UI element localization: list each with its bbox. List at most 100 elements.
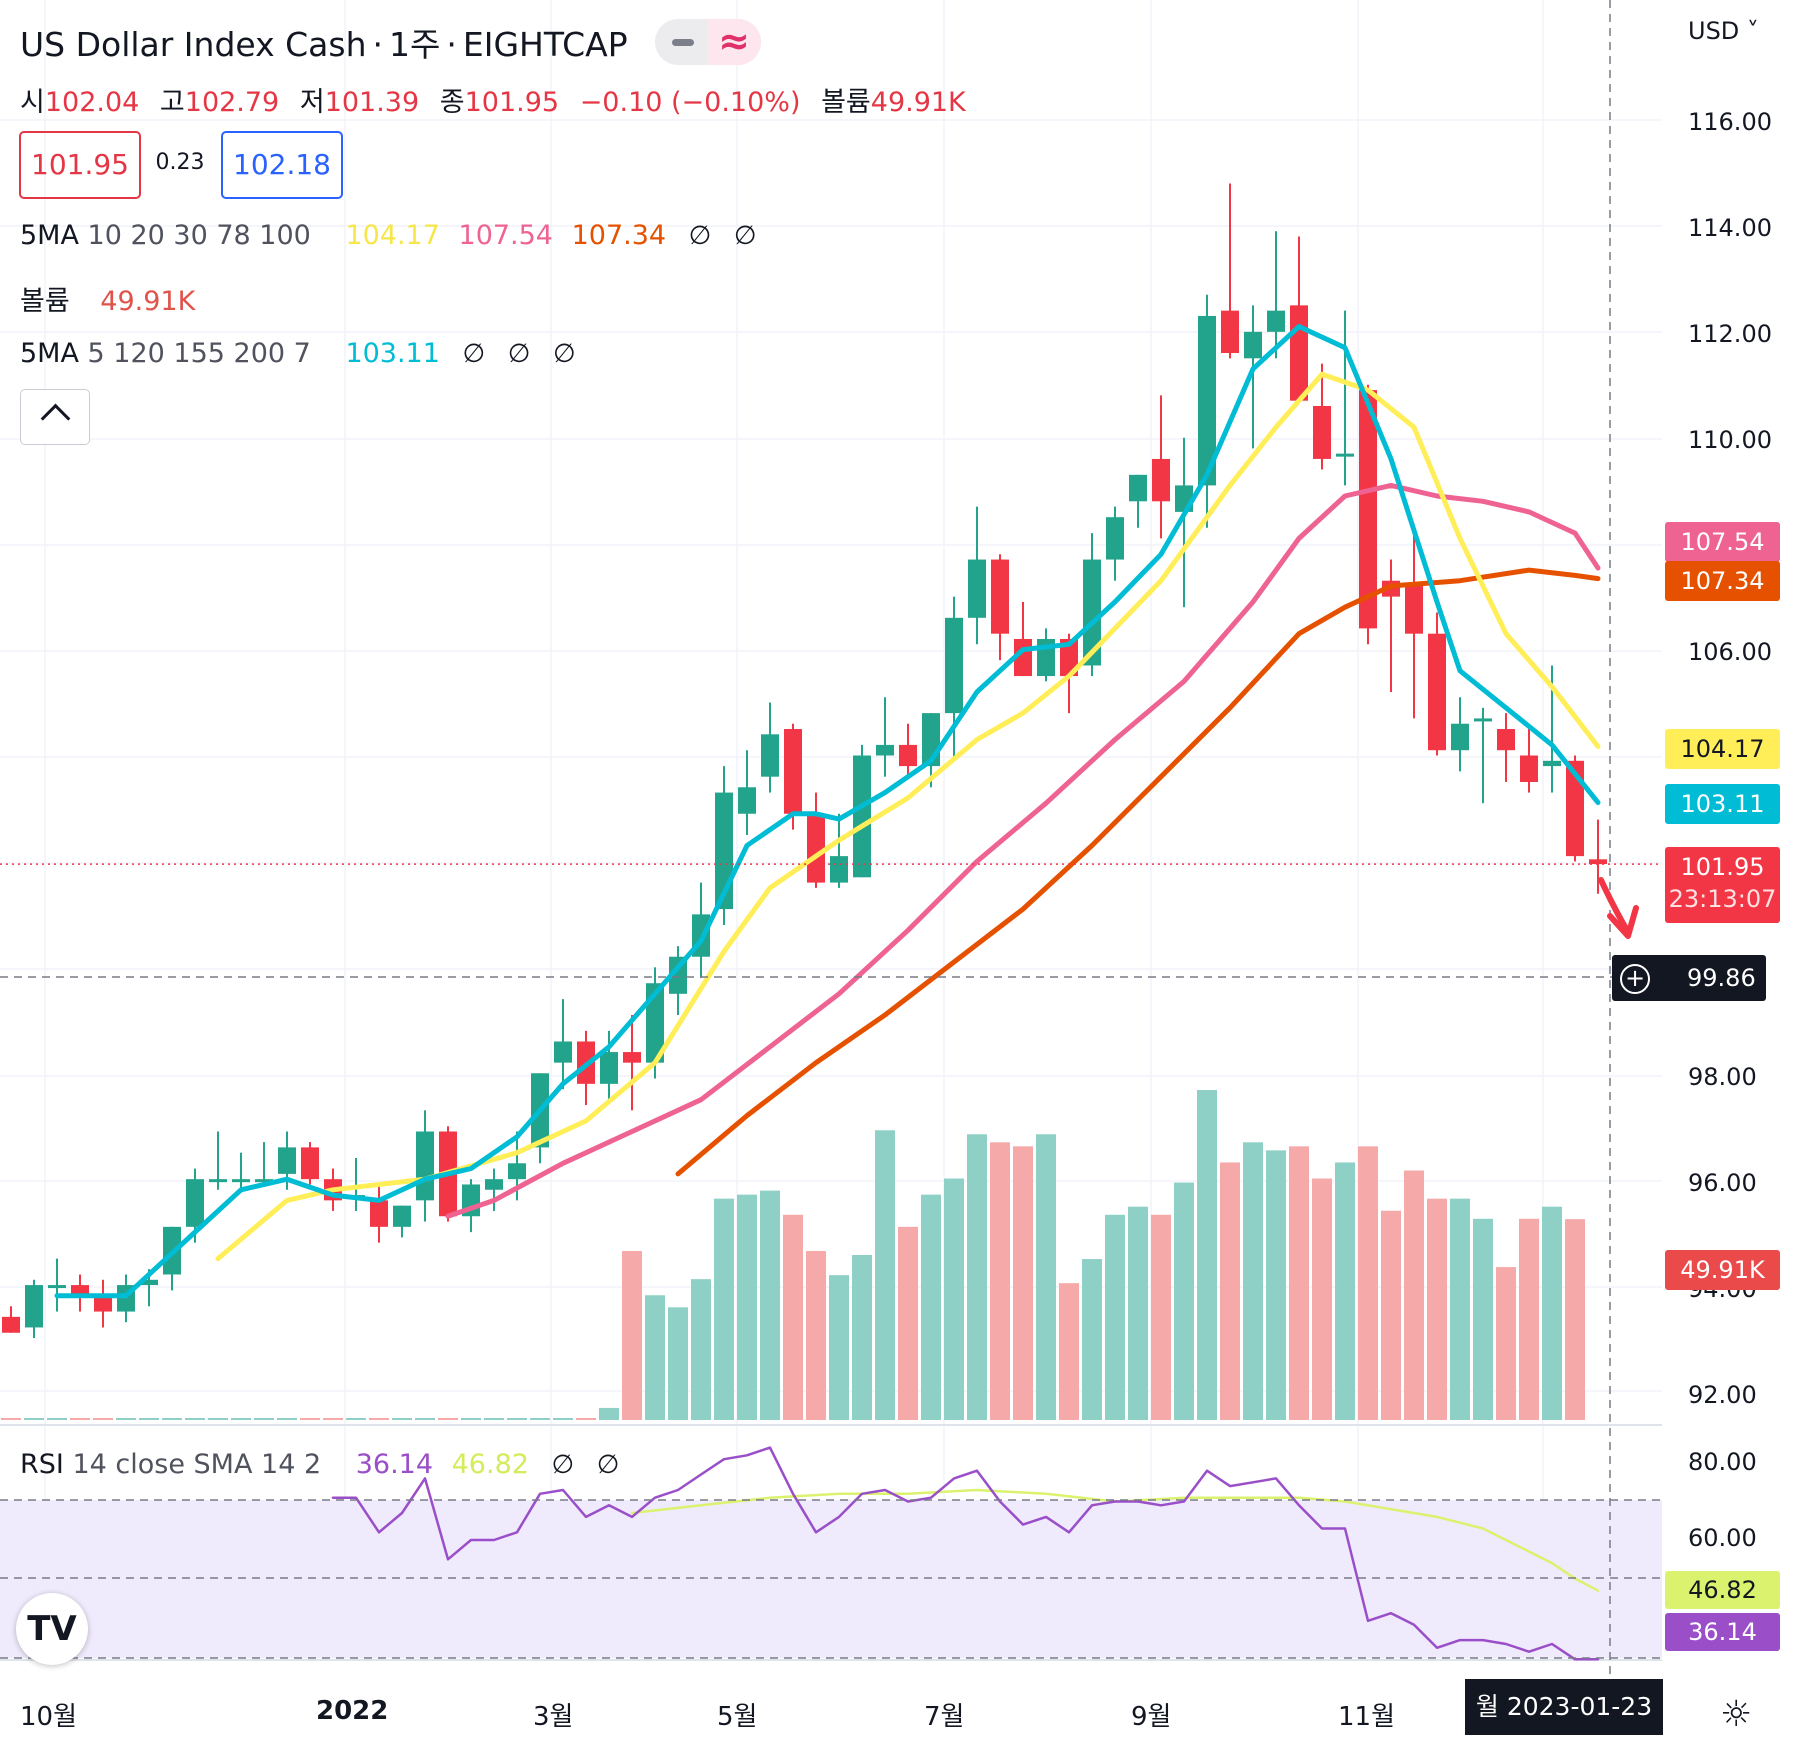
volume-bar	[162, 1418, 182, 1420]
candle-body	[945, 617, 963, 714]
minus-icon[interactable]	[672, 39, 694, 46]
volume-bar	[24, 1418, 44, 1420]
candle-body	[853, 755, 871, 878]
volume-bar	[691, 1279, 711, 1420]
empty-value-icon: ∅	[462, 339, 486, 369]
rsi-lines	[331, 1446, 1600, 1661]
volume-bar	[714, 1198, 734, 1420]
volume-bar	[70, 1418, 90, 1420]
time-axis-label: 10월	[20, 1702, 78, 1732]
rsi-params: 14 close SMA 14 2	[72, 1449, 322, 1480]
candle-body	[393, 1205, 411, 1227]
volume-bar	[1151, 1214, 1171, 1420]
collapse-legend-button[interactable]	[20, 389, 90, 445]
time-axis-label: 11월	[1338, 1702, 1396, 1732]
volume-value: 49.91K	[870, 87, 966, 118]
candle-body	[25, 1285, 43, 1328]
price-axis-label: 98.00	[1688, 1063, 1757, 1091]
candle-body	[416, 1131, 434, 1201]
ma1-value-orange: 107.34	[571, 220, 667, 251]
price-axis-label: 112.00	[1688, 320, 1772, 348]
title-separator: ·	[446, 25, 457, 64]
candle-body	[1221, 310, 1239, 354]
tradingview-logo-icon[interactable]: TV	[16, 1593, 88, 1665]
volume-bar	[1105, 1214, 1125, 1420]
candle-body	[71, 1285, 89, 1296]
candle-body	[1060, 638, 1078, 677]
ma-yellow-line	[215, 371, 1601, 1262]
add-alert-plus-icon[interactable]: +	[1620, 964, 1650, 994]
candle-body	[1359, 390, 1377, 629]
candle-body	[1267, 310, 1285, 332]
volume-bar	[323, 1418, 343, 1420]
volume-bar	[829, 1275, 849, 1420]
ma2-legend[interactable]: 5MA 5 120 155 200 7 103.11 ∅ ∅ ∅	[20, 338, 576, 369]
candle-body	[738, 787, 756, 814]
candle-body	[807, 813, 825, 883]
volume-bar	[852, 1255, 872, 1420]
ma-pink-line	[445, 482, 1601, 1219]
wave-icon[interactable]: ≈	[707, 19, 761, 65]
last-price-value: 101.95	[1680, 853, 1765, 881]
high-value: 102.79	[184, 87, 280, 118]
volume-bars	[1, 1090, 1585, 1420]
candle-body	[646, 983, 664, 1063]
volume-bar	[553, 1418, 573, 1420]
open-value: 102.04	[44, 87, 140, 118]
volume-bar	[668, 1307, 688, 1420]
ma1-legend[interactable]: 5MA 10 20 30 78 100 104.17 107.54 107.34…	[20, 220, 757, 251]
settings-gear-icon[interactable]: ☼	[1720, 1694, 1753, 1735]
rsi-axis-label: 60.00	[1688, 1524, 1757, 1552]
candle-body	[1083, 559, 1101, 666]
rsi-sma-tag: 46.82	[1665, 1571, 1780, 1609]
candle-body	[1451, 723, 1469, 751]
volume-bar	[1266, 1150, 1286, 1420]
ma1-value-yellow: 104.17	[345, 220, 440, 251]
symbol-name[interactable]: US Dollar Index Cash	[20, 25, 367, 64]
candle-body	[1106, 517, 1124, 560]
volume-bar	[93, 1418, 113, 1420]
low-value: 101.39	[324, 87, 420, 118]
volume-bar	[1059, 1283, 1079, 1420]
sell-button[interactable]: 101.95	[19, 131, 141, 199]
moving-averages	[54, 324, 1601, 1299]
currency-selector[interactable]: USD ˅	[1688, 17, 1759, 45]
volume-bar	[1404, 1170, 1424, 1420]
empty-value-icon: ∅	[551, 1450, 575, 1480]
volume-bar	[944, 1178, 964, 1420]
candle-body	[761, 734, 779, 777]
rsi-axis-label: 80.00	[1688, 1448, 1757, 1476]
volume-bar	[300, 1418, 320, 1420]
candle-body	[623, 1052, 641, 1063]
volume-bar	[507, 1418, 527, 1420]
volume-legend[interactable]: 볼륨 49.91K	[20, 279, 195, 318]
candle-body	[209, 1179, 227, 1183]
volume-bar	[967, 1134, 987, 1420]
volume-bar	[369, 1418, 389, 1420]
status-pill[interactable]: ≈	[655, 19, 761, 65]
overlay-lines	[0, 0, 1662, 1680]
volume-bar	[415, 1418, 435, 1420]
chart-title: US Dollar Index Cash · 1주 · EIGHTCAP	[20, 18, 628, 66]
volume-bar	[346, 1418, 366, 1420]
volume-bar	[1542, 1206, 1562, 1420]
volume-bar	[737, 1194, 757, 1420]
volume-bar	[1128, 1206, 1148, 1420]
rsi-band	[0, 1500, 1662, 1658]
candle-body	[1336, 453, 1354, 457]
volume-bar	[875, 1130, 895, 1420]
volume-bar	[1381, 1210, 1401, 1420]
buy-button[interactable]: 102.18	[221, 131, 343, 199]
candle-body	[485, 1179, 503, 1190]
crosshair-price-tag[interactable]: + 99.86	[1612, 955, 1766, 1001]
volume-bar	[1289, 1146, 1309, 1420]
rsi-legend[interactable]: RSI 14 close SMA 14 2 36.14 46.82 ∅ ∅	[20, 1449, 619, 1480]
ma2-value-cyan: 103.11	[345, 338, 440, 369]
interval-label[interactable]: 1주	[389, 25, 441, 64]
candle-body	[1543, 760, 1561, 767]
volume-bar	[1519, 1218, 1539, 1420]
candle-body	[830, 856, 848, 883]
ma-pink-price-tag: 107.54	[1665, 522, 1780, 562]
volume-bar	[645, 1295, 665, 1420]
